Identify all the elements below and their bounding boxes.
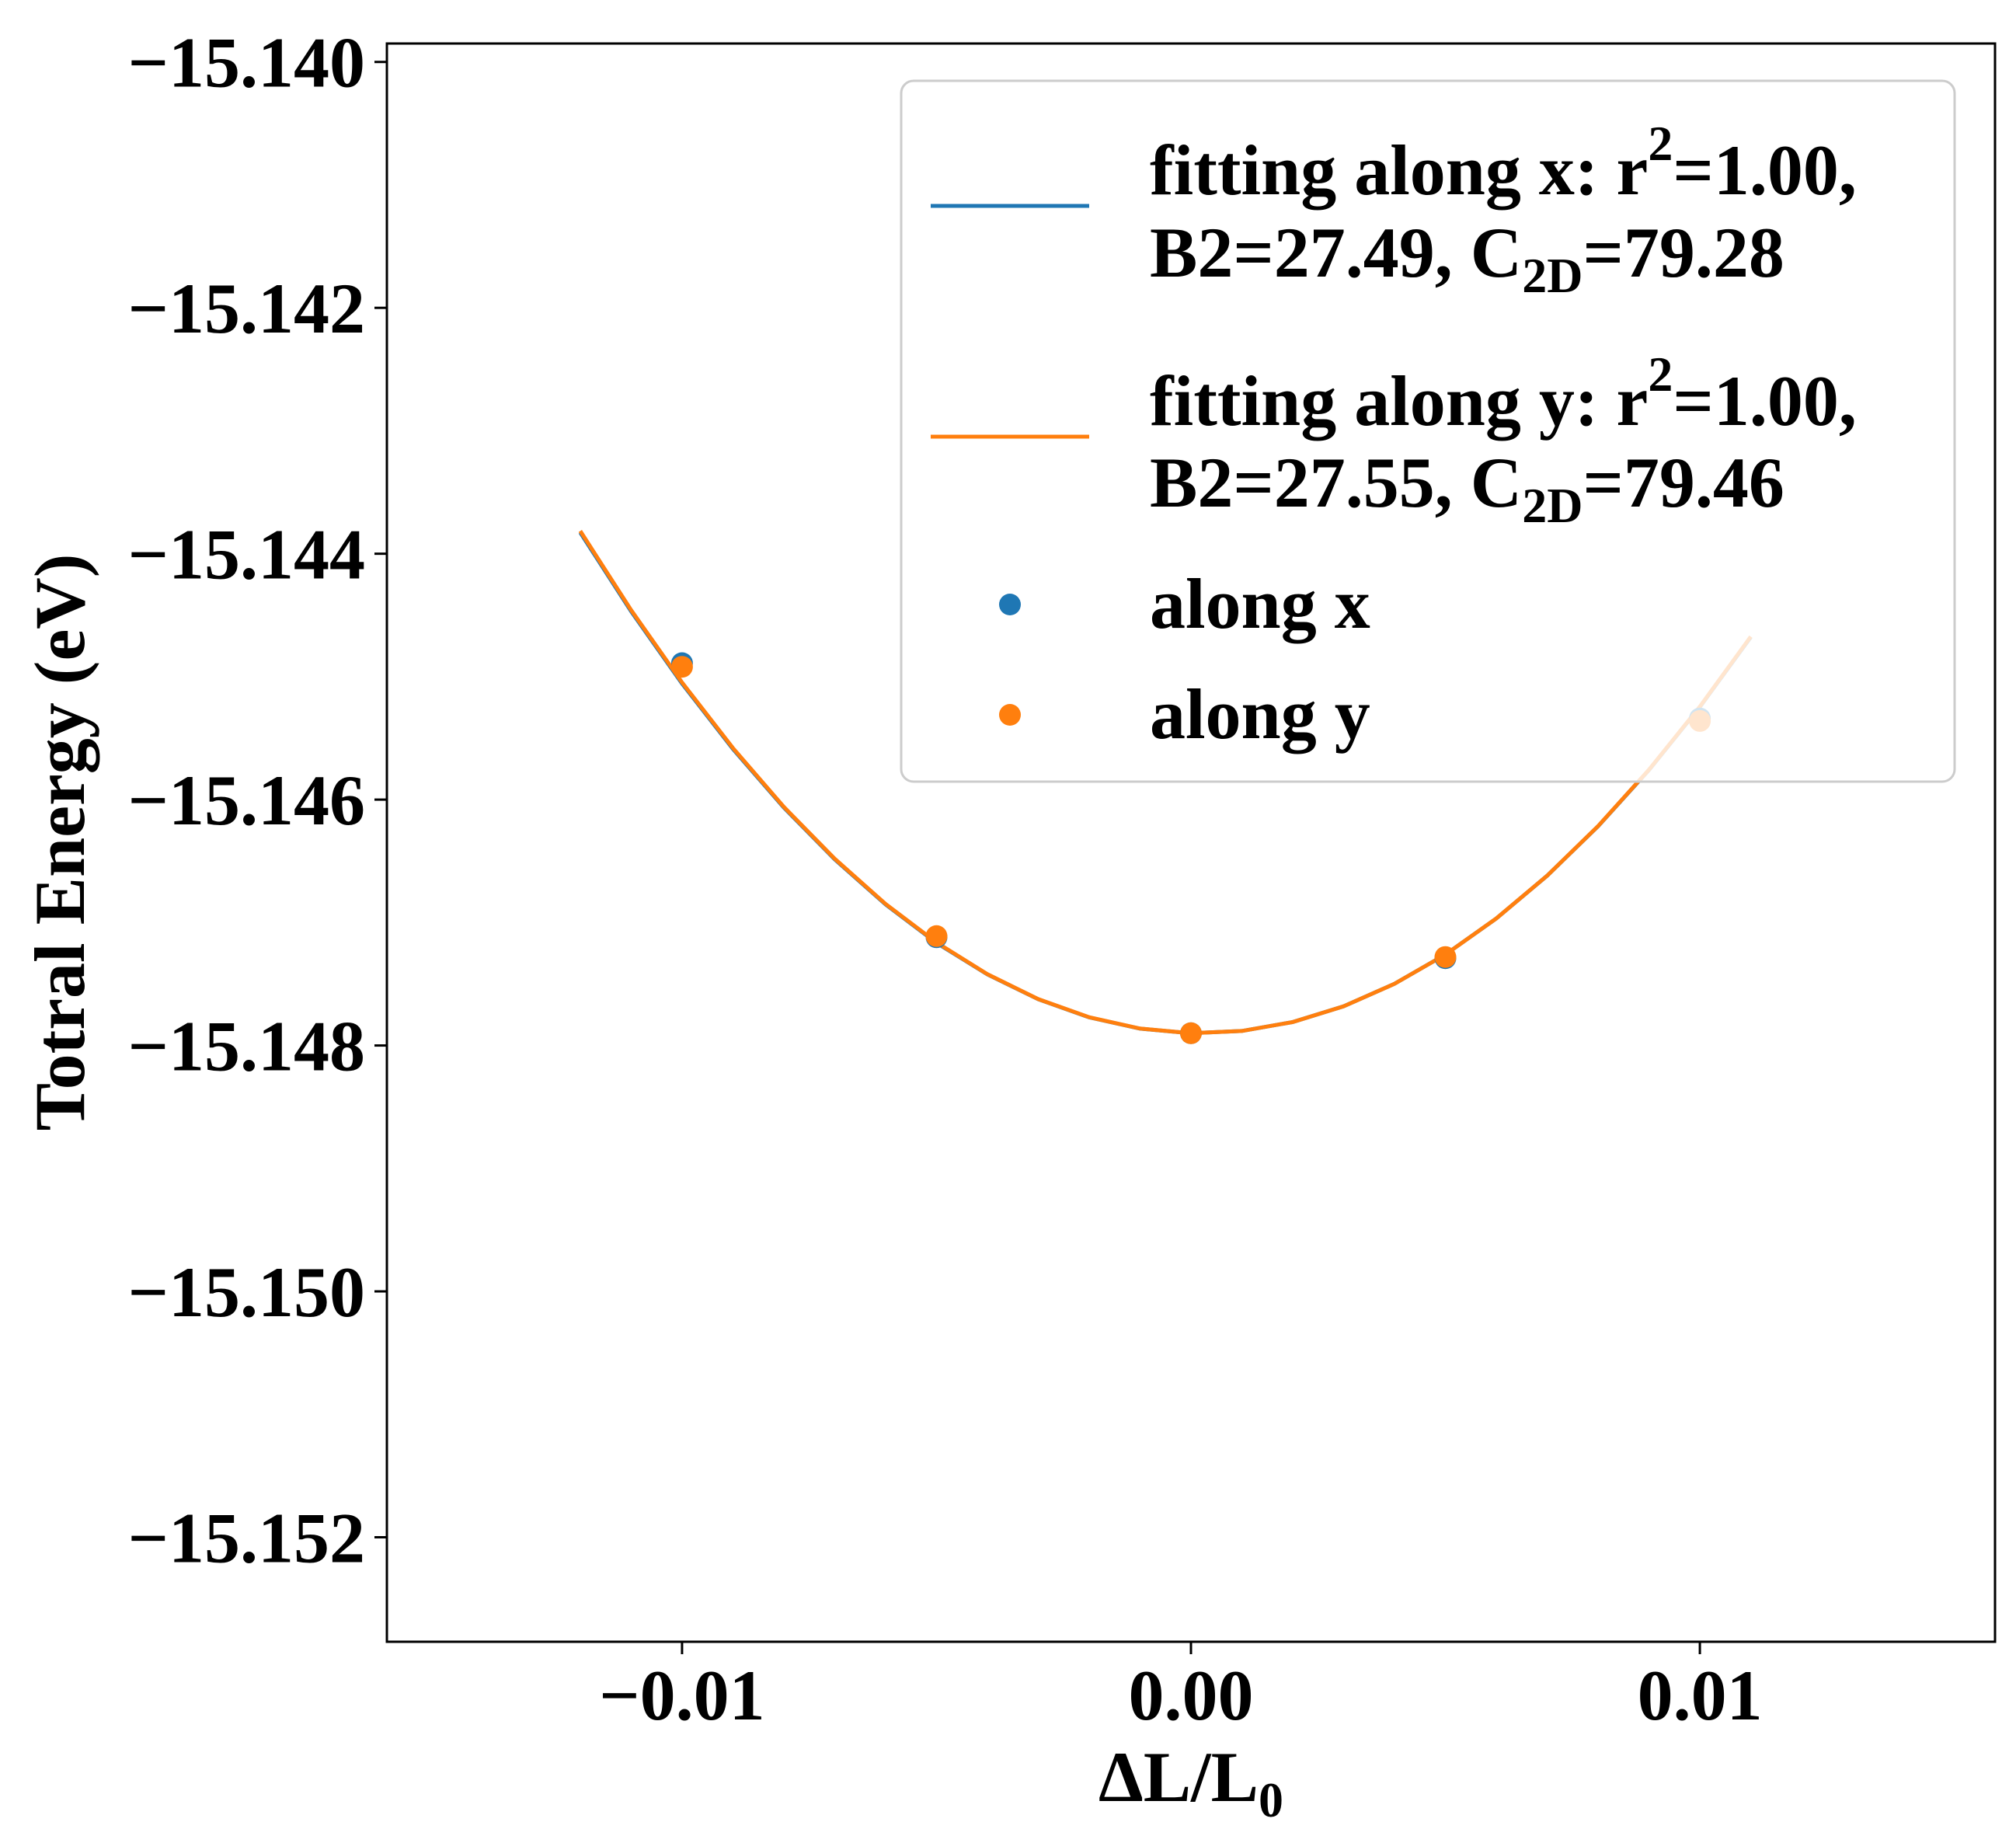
data-point-y (925, 925, 948, 947)
legend-handle-point-x (999, 594, 1021, 615)
x-axis-ticks: −0.01 0.00 0.01 (599, 1642, 1763, 1735)
fit-lines (578, 530, 1753, 1036)
y-tick-label: −15.152 (128, 1499, 365, 1578)
x-axis-label-subscript: 0 (1259, 1772, 1283, 1827)
x-tick-label: 0.01 (1638, 1656, 1763, 1735)
legend-label-fit-line2: B2=27.49, C2D=79.28 (1150, 213, 1784, 303)
legend-label-point: along x (1150, 564, 1370, 643)
y-tick-label: −15.150 (128, 1252, 365, 1332)
legend: fitting along x: r2=1.00,B2=27.49, C2D=7… (900, 79, 1956, 783)
x-axis-label: ΔL/L0 (1099, 1737, 1283, 1827)
y-tick-label: −15.142 (128, 269, 365, 348)
y-tick-label: −15.144 (128, 515, 365, 594)
data-point-y (670, 656, 693, 678)
legend-label-fit-line2: B2=27.55, C2D=79.46 (1150, 443, 1784, 533)
data-point-y (1180, 1022, 1202, 1044)
y-axis-label: Totral Energy (eV) (20, 554, 99, 1131)
data-point-y (1434, 946, 1457, 968)
fit-line-y (578, 530, 1753, 1036)
legend-label-point: along y (1150, 674, 1370, 754)
y-axis-ticks: −15.140 −15.142 −15.144 −15.146 −15.148 −15.1… (128, 23, 387, 1578)
y-tick-label: −15.148 (128, 1007, 365, 1086)
legend-handle-point-y (999, 704, 1021, 726)
y-tick-label: −15.140 (128, 23, 365, 103)
x-tick-label: −0.01 (599, 1656, 764, 1735)
legend-label-fit-line1: fitting along y: r2=1.00, (1150, 347, 1857, 441)
legend-entries: fitting along x: r2=1.00,B2=27.49, C2D=7… (931, 116, 1857, 754)
x-axis-label-main: ΔL/L (1099, 1737, 1259, 1817)
legend-box (900, 79, 1956, 783)
x-tick-label: 0.00 (1129, 1656, 1254, 1735)
legend-label-fit-line1: fitting along x: r2=1.00, (1150, 116, 1857, 210)
y-tick-label: −15.146 (128, 761, 365, 840)
